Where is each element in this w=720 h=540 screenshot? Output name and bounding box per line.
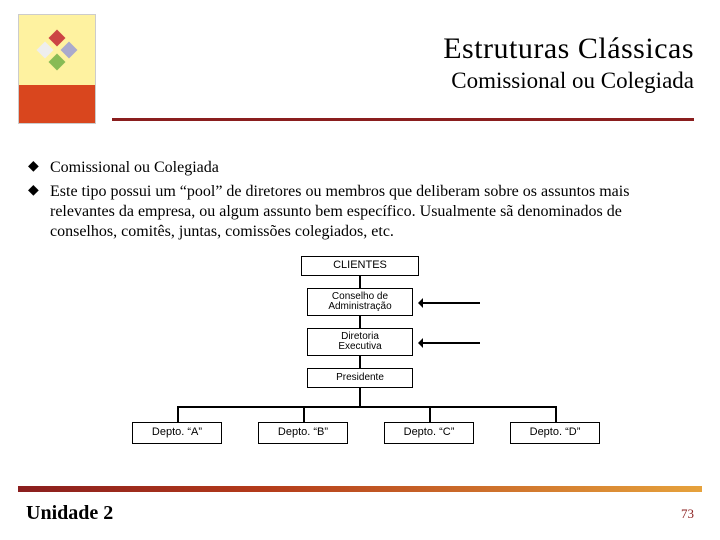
org-node-deptB: Depto. “B”: [258, 422, 348, 444]
org-connector: [555, 406, 557, 422]
footer-page-number: 73: [681, 506, 694, 522]
org-node-deptA: Depto. “A”: [132, 422, 222, 444]
bullet-marker-icon: ◆: [28, 182, 50, 242]
org-chart-diagram: CLIENTES Conselho deAdministração Diretori…: [100, 254, 620, 454]
page-title: Estruturas Clássicas: [443, 32, 694, 66]
org-node-conselho: Conselho deAdministração: [307, 288, 413, 316]
org-arrow-icon: [422, 342, 480, 344]
org-connector: [177, 406, 179, 422]
bullet-text: Comissional ou Colegiada: [50, 158, 692, 178]
org-node-diretoria: DiretoriaExecutiva: [307, 328, 413, 356]
page-subtitle: Comissional ou Colegiada: [443, 68, 694, 94]
header: Estruturas Clássicas Comissional ou Cole…: [0, 0, 720, 130]
bullet-item: ◆ Comissional ou Colegiada: [28, 158, 692, 178]
org-connector: [359, 316, 361, 328]
org-arrow-icon: [422, 302, 480, 304]
bullet-item: ◆ Este tipo possui um “pool” de diretore…: [28, 182, 692, 242]
org-node-presidente: Presidente: [307, 368, 413, 388]
org-connector: [359, 356, 361, 368]
logo-bottom: [19, 85, 95, 123]
logo-top: [19, 15, 95, 85]
logo-cubes-icon: [37, 30, 77, 70]
title-block: Estruturas Clássicas Comissional ou Cole…: [443, 32, 694, 94]
footer-unit: Unidade 2: [26, 502, 113, 525]
org-connector: [359, 276, 361, 288]
content: ◆ Comissional ou Colegiada ◆ Este tipo p…: [0, 130, 720, 454]
org-node-deptD: Depto. “D”: [510, 422, 600, 444]
logo: [18, 14, 96, 124]
org-connector: [429, 406, 431, 422]
bullet-marker-icon: ◆: [28, 158, 50, 178]
org-connector: [303, 406, 305, 422]
org-node-clientes: CLIENTES: [301, 256, 419, 276]
org-node-deptC: Depto. “C”: [384, 422, 474, 444]
org-connector: [359, 388, 361, 406]
header-rule: [112, 118, 694, 121]
footer: Unidade 2 73: [0, 486, 720, 540]
org-connector: [177, 406, 556, 408]
bullet-text: Este tipo possui um “pool” de diretores …: [50, 182, 692, 242]
